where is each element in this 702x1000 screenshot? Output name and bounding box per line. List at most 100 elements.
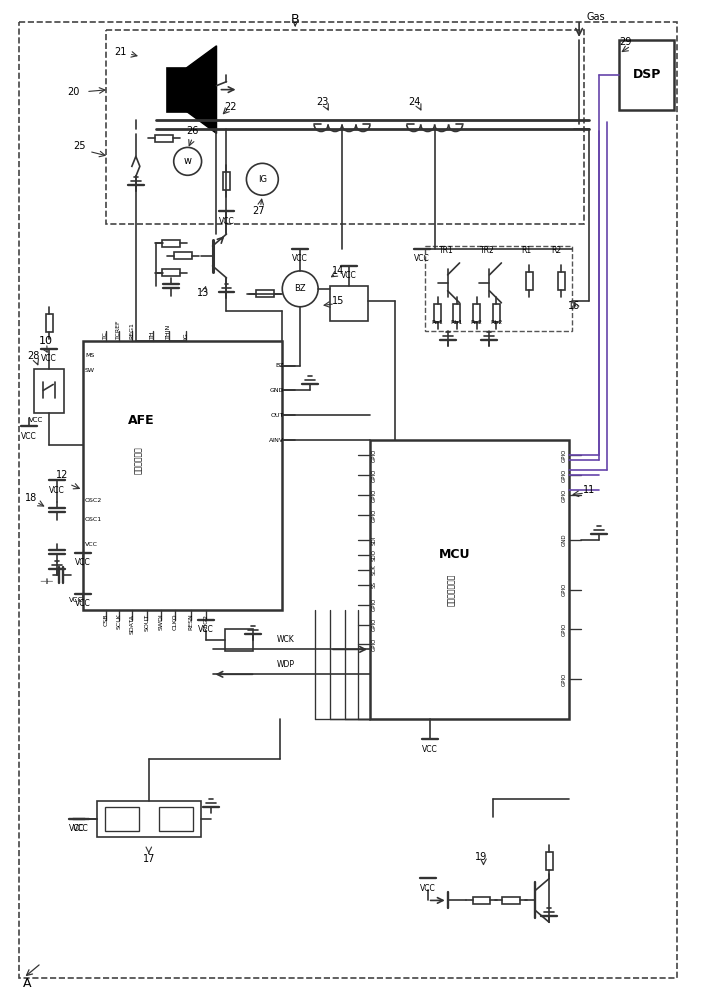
Text: Rb2: Rb2	[490, 320, 503, 325]
Text: Rb1: Rb1	[451, 320, 463, 325]
Text: OSC2: OSC2	[85, 498, 102, 503]
Text: 15: 15	[332, 296, 344, 306]
Text: TCREF: TCREF	[117, 319, 121, 339]
Bar	[453, 304, 460, 322]
Text: 12: 12	[56, 470, 69, 480]
Bar	[434, 304, 441, 322]
Text: VCC: VCC	[73, 824, 89, 833]
Text: （微型计算机）: （微型计算机）	[447, 573, 456, 606]
Bar	[105, 807, 139, 831]
Text: CSB: CSB	[103, 614, 109, 626]
Text: SWDI: SWDI	[158, 614, 164, 630]
Text: GPIO: GPIO	[562, 673, 567, 686]
Text: OUT: OUT	[271, 413, 284, 418]
Text: CLKO: CLKO	[172, 614, 177, 630]
Text: 16: 16	[568, 301, 581, 311]
Text: （模拟前端）: （模拟前端）	[134, 446, 143, 474]
Text: 19: 19	[475, 852, 488, 862]
Bar	[493, 304, 500, 322]
Text: GPIO: GPIO	[562, 468, 567, 482]
Text: AFE: AFE	[128, 414, 154, 427]
Text: Re1: Re1	[432, 320, 444, 325]
Polygon shape	[187, 90, 216, 133]
Text: AINV: AINV	[269, 438, 284, 443]
Text: GPIO: GPIO	[372, 638, 377, 651]
Text: SDI: SDI	[372, 535, 377, 545]
Bar	[473, 304, 480, 322]
Text: VCC: VCC	[69, 824, 85, 833]
Bar	[167, 68, 187, 112]
Bar	[159, 807, 192, 831]
Bar	[161, 269, 180, 276]
Text: SCLK: SCLK	[117, 614, 121, 629]
Bar	[370, 440, 569, 719]
Text: GPIO: GPIO	[562, 623, 567, 636]
Text: VCC: VCC	[198, 625, 213, 634]
Text: GPIO: GPIO	[372, 618, 377, 631]
Text: GND: GND	[270, 388, 284, 393]
Text: VCC: VCC	[292, 254, 308, 263]
Text: VCC: VCC	[218, 217, 234, 226]
Text: TR2: TR2	[480, 246, 495, 255]
Text: 29: 29	[620, 37, 632, 47]
Text: TC: TC	[103, 331, 109, 339]
Text: THIN: THIN	[166, 323, 171, 339]
Bar	[106, 30, 584, 224]
Text: 13: 13	[197, 288, 208, 298]
Text: GPIO: GPIO	[372, 468, 377, 482]
Bar	[503, 897, 520, 904]
Text: VCC: VCC	[21, 432, 37, 441]
Text: 20: 20	[67, 87, 79, 97]
Text: VCC: VCC	[41, 354, 57, 363]
Text: TR1: TR1	[439, 246, 454, 255]
Bar	[83, 341, 282, 610]
Text: 24: 24	[409, 97, 421, 107]
Text: GPIO: GPIO	[562, 488, 567, 502]
Text: VCC: VCC	[69, 597, 83, 603]
Text: BZ: BZ	[294, 284, 306, 293]
Text: GPIO: GPIO	[562, 448, 567, 462]
Text: VCC: VCC	[420, 884, 435, 893]
Text: 10: 10	[39, 336, 53, 346]
Text: GPIO: GPIO	[372, 448, 377, 462]
Text: Gas: Gas	[587, 12, 605, 22]
Bar	[256, 290, 274, 297]
Text: w: w	[184, 156, 192, 166]
Bar	[557, 272, 564, 290]
Text: VCC: VCC	[422, 745, 437, 754]
Text: 27: 27	[252, 206, 265, 216]
Bar	[545, 852, 552, 870]
Text: 23: 23	[316, 97, 329, 107]
Text: VCC: VCC	[75, 599, 91, 608]
Bar	[330, 286, 368, 321]
Text: VCC: VCC	[49, 486, 65, 495]
Bar	[619, 40, 674, 110]
Text: WCK: WCK	[277, 635, 294, 644]
Text: 17: 17	[143, 854, 155, 864]
Text: 26: 26	[187, 126, 199, 136]
Text: SDATA: SDATA	[129, 614, 134, 634]
Text: IG: IG	[183, 332, 188, 339]
Text: 21: 21	[114, 47, 127, 57]
Bar	[34, 369, 64, 413]
Text: MCU: MCU	[439, 548, 470, 561]
Bar	[97, 801, 201, 837]
Text: RESN: RESN	[188, 614, 193, 630]
Text: VCC: VCC	[29, 417, 44, 423]
Text: 14: 14	[332, 266, 344, 276]
Bar	[472, 897, 491, 904]
Text: DSP: DSP	[633, 68, 661, 81]
Text: 22: 22	[224, 102, 237, 112]
Bar	[173, 252, 192, 259]
Bar	[154, 135, 173, 142]
Text: TH: TH	[150, 330, 155, 339]
Text: IG: IG	[258, 175, 267, 184]
Text: SDO: SDO	[372, 549, 377, 561]
Text: B: B	[291, 13, 300, 26]
Text: 18: 18	[25, 493, 37, 503]
Text: A: A	[23, 977, 32, 990]
Polygon shape	[187, 46, 216, 90]
Text: 28: 28	[27, 351, 39, 361]
Text: GPIO: GPIO	[562, 583, 567, 596]
Text: SS: SS	[372, 581, 377, 588]
